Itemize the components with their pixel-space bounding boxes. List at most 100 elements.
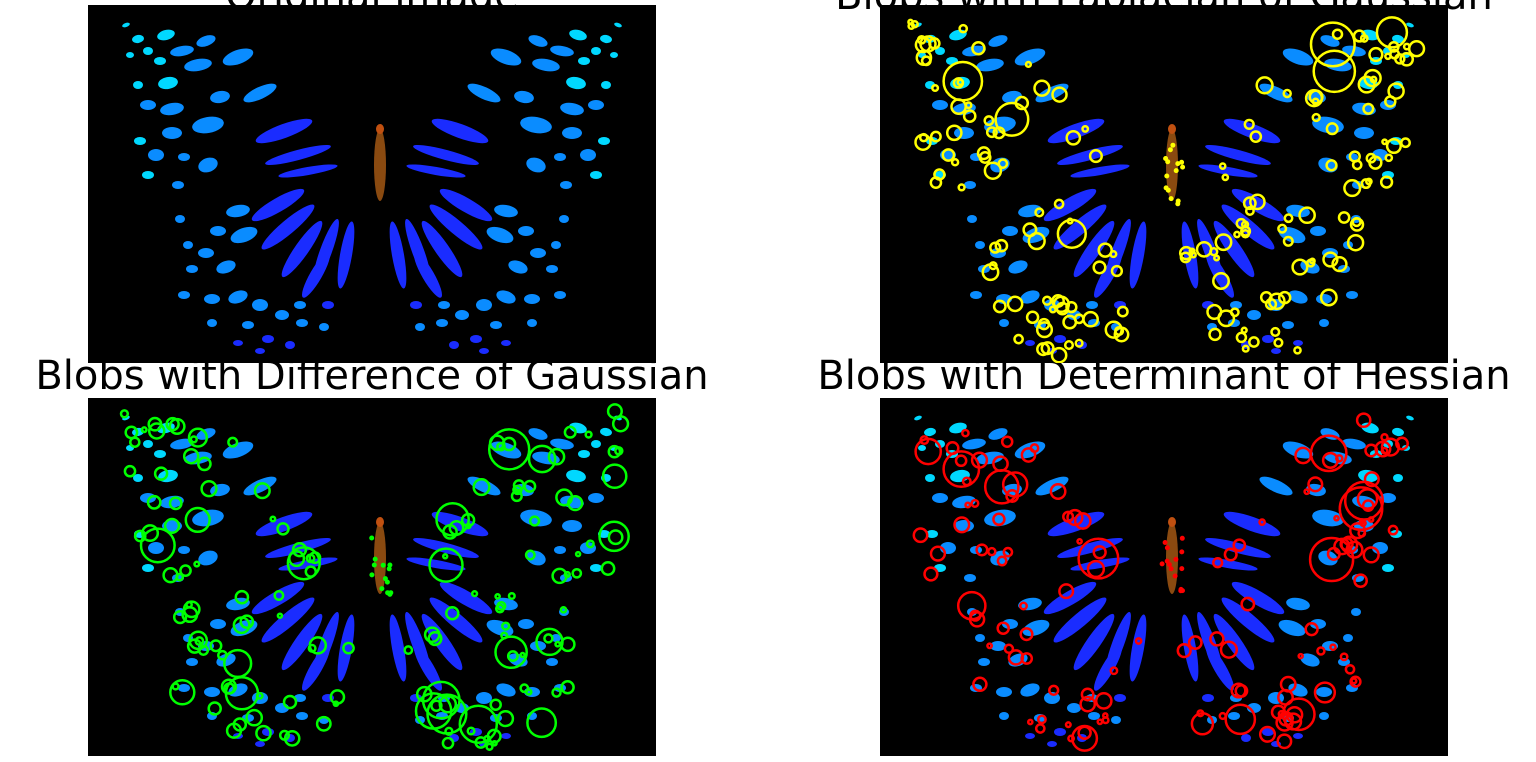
log-blob-circle [1175,201,1181,207]
log-blob-circle [1006,295,1024,313]
doh-wing-spot [1278,619,1306,637]
dog-blob-circle [276,612,284,619]
dog-blob-circle [278,729,291,741]
dog-blob-circle [162,567,179,584]
dog-blob-circle [200,480,218,498]
original-wing-spot [591,47,601,55]
doh-blob-circle [919,435,930,446]
dog-blob-circle [527,444,557,474]
dog-blob-circle [445,605,460,621]
dog-wing-spot [302,645,330,691]
doh-blob-circle [1344,663,1356,675]
dog-blob-circle [485,742,494,751]
dog-blob-circle [415,685,433,703]
dog-blob-circle [165,416,180,432]
dog-wing-spot [186,658,198,666]
doh-blob-circle [1224,703,1257,736]
original-wing-spot [559,215,569,223]
doh-blob-circle [1109,666,1119,676]
doh-wing-spot [1241,734,1251,742]
doh-blob-circle [1279,675,1297,693]
dog-blob-circle [510,490,523,503]
doh-blob-circle [1172,573,1178,579]
dog-wing-spot [255,741,265,747]
original-butterfly-body [374,129,386,201]
dog-blob-circle [146,494,162,510]
dog-blob-circle [526,707,558,739]
original-wing-spot [216,260,236,274]
dog-blob-circle [559,605,568,614]
dog-blob-circle [607,444,622,459]
original-wing-spot [154,57,166,65]
doh-wing-spot [949,422,967,434]
original-wing-spot [278,164,338,178]
doh-blob-circle [1339,652,1349,662]
original-wing-spot [588,100,604,110]
dog-blob-circle [342,641,355,655]
dog-wing-spot [148,542,164,554]
doh-blob-circle [1134,637,1143,645]
original-wing-spot [281,220,323,278]
doh-blob-circle [1212,557,1224,569]
original-wing-spot [262,335,274,343]
doh-butterfly [914,415,1414,747]
doh-wing-spot [1288,683,1308,697]
log-blob-circle [1110,264,1124,278]
dog-wing-spot [281,613,323,671]
doh-blob-circle [987,546,997,557]
log-blob-circle [1221,173,1230,182]
doh-blob-circle [1019,601,1028,611]
log-wing-spot [1198,164,1258,178]
dog-blob-circle [470,590,479,598]
doh-blob-circle [923,566,939,582]
doh-wing-spot [1002,619,1018,629]
dog-blob-circle [207,701,222,716]
log-blob-circle [988,261,998,271]
doh-blob-circle [1333,514,1340,522]
dog-blob-circle [555,488,574,507]
dog-wing-spot [550,438,574,450]
doh-wing-spot [999,712,1009,720]
doh-blob-circle [996,555,1008,567]
log-blob-circle [1217,309,1236,328]
dog-blob-circle [286,546,321,581]
original-wing-spot [532,58,560,72]
dog-blob-circle [524,549,536,561]
doh-blob-circle [1230,682,1247,699]
dog-blob-circle [186,638,203,654]
doh-wing-spot [975,634,985,642]
original-wing-spot [614,22,622,28]
log-blob-circle [941,148,956,162]
dog-wing-spot [192,509,224,527]
dog-blob-circle [489,698,502,711]
doh-blob-circle [1232,538,1247,553]
original-wing-spot [183,241,193,249]
dog-blob-circle [380,562,386,568]
log-blob-circle [1273,337,1284,348]
original-wing-spot [414,252,442,298]
log-wing-spot [1392,34,1404,44]
doh-blob-circle [1026,718,1034,726]
log-wing-spot [1310,226,1326,236]
doh-blob-circle [1159,561,1165,567]
log-blob-circle [1114,325,1125,337]
log-blob-circle [1312,49,1357,94]
log-blob-circle [1063,340,1075,351]
doh-wing-spot [984,509,1016,527]
dog-wing-spot [551,634,561,642]
original-wing-spot [143,47,153,55]
original-wing-spot [160,102,184,116]
log-wing-spot [1223,118,1281,144]
doh-wing-spot [1070,557,1130,571]
original-wing-spot [429,204,483,250]
dog-wing-spot [569,422,587,434]
dog-blob-circle [507,591,516,601]
log-blob-circle [1092,260,1107,275]
log-blob-circle [1365,177,1373,186]
log-blob-circle [1255,76,1274,95]
dog-blob-circle [163,517,181,535]
log-blob-circle [957,183,966,192]
panel-original [88,5,656,363]
log-blob-circle [1319,288,1338,307]
doh-wing-spot [1094,645,1122,691]
